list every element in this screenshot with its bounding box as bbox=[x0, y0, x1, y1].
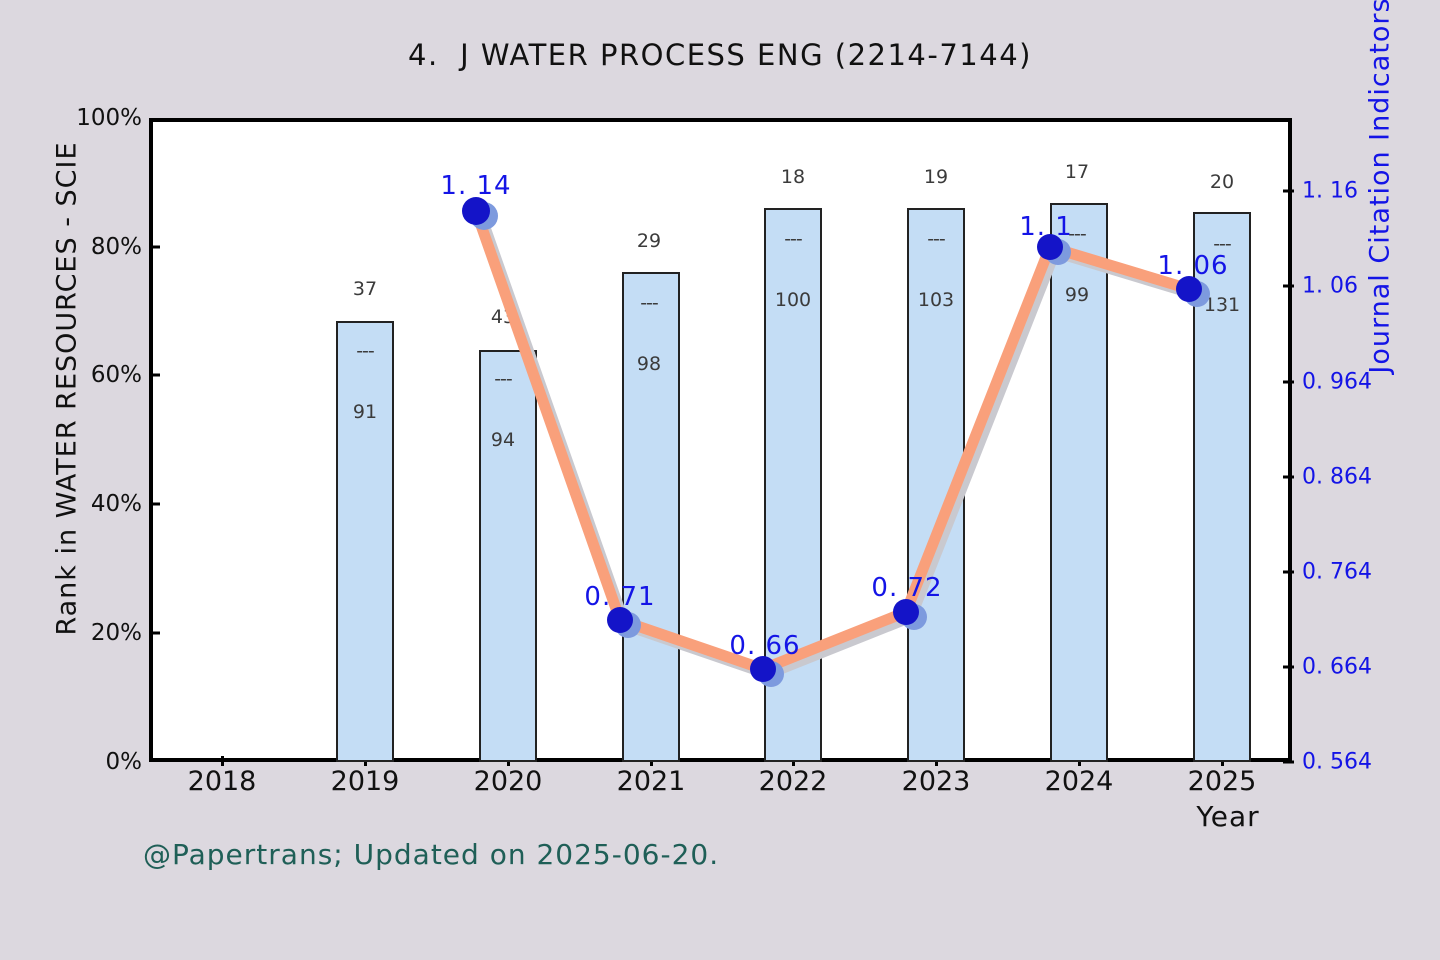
right-tick-mark-0564 bbox=[1283, 760, 1294, 764]
left-tick-mark-80 bbox=[149, 245, 160, 249]
right-tick-mark-0964 bbox=[1283, 380, 1294, 384]
right-axis-tick-0664: 0. 664 bbox=[1302, 654, 1372, 680]
right-tick-mark-0764 bbox=[1283, 570, 1294, 574]
left-axis-tick-80: 80% bbox=[90, 234, 142, 260]
rank-numerator-2021: 29 bbox=[636, 230, 662, 253]
rank-rule-2025: --- bbox=[1213, 232, 1232, 255]
right-axis-tick-0964: 0. 964 bbox=[1302, 369, 1372, 395]
left-tick-mark-20 bbox=[149, 631, 160, 635]
rank-denominator-2024: 99 bbox=[1064, 284, 1090, 307]
rank-label-2021: 29 --- 98 bbox=[589, 190, 709, 416]
x-axis-tick-2018: 2018 bbox=[187, 766, 257, 797]
rank-rule-2020: --- bbox=[494, 367, 513, 390]
right-tick-mark-106 bbox=[1283, 284, 1294, 288]
right-tick-mark-0864 bbox=[1283, 475, 1294, 479]
rank-numerator-2022: 18 bbox=[780, 166, 806, 189]
rank-denominator-2020: 94 bbox=[490, 429, 516, 452]
rank-numerator-2024: 17 bbox=[1064, 161, 1090, 184]
right-axis-tick-116: 1. 16 bbox=[1302, 178, 1358, 204]
rank-label-2022: 18 --- 100 bbox=[733, 126, 853, 352]
right-axis-tick-0764: 0. 764 bbox=[1302, 559, 1372, 585]
x-axis-tick-2020: 2020 bbox=[473, 766, 543, 797]
right-tick-mark-0664 bbox=[1283, 665, 1294, 669]
left-axis-tick-20: 20% bbox=[90, 620, 142, 646]
right-axis-title: Journal Citation Indicators bbox=[1364, 0, 1396, 374]
left-tick-mark-40 bbox=[149, 502, 160, 506]
left-axis-tick-60: 60% bbox=[90, 362, 142, 388]
x-axis-tick-2021: 2021 bbox=[616, 766, 686, 797]
right-axis-tick-0864: 0. 864 bbox=[1302, 464, 1372, 490]
x-tick-mark-2018 bbox=[221, 756, 224, 766]
x-axis-tick-2022: 2022 bbox=[758, 766, 828, 797]
rank-denominator-2021: 98 bbox=[636, 353, 662, 376]
rank-rule-2022: --- bbox=[784, 227, 803, 250]
rank-denominator-2023: 103 bbox=[917, 289, 955, 312]
right-axis-tick-0564: 0. 564 bbox=[1302, 749, 1372, 775]
footer-note: @Papertrans; Updated on 2025-06-20. bbox=[143, 838, 720, 871]
right-tick-mark-116 bbox=[1283, 189, 1294, 193]
x-axis-tick-2023: 2023 bbox=[901, 766, 971, 797]
rank-label-2025: 20 --- 131 bbox=[1162, 131, 1282, 357]
left-tick-mark-60 bbox=[149, 373, 160, 377]
x-axis-tick-2025: 2025 bbox=[1187, 766, 1257, 797]
rank-numerator-2023: 19 bbox=[923, 166, 949, 189]
x-axis-tick-2024: 2024 bbox=[1044, 766, 1114, 797]
right-axis-tick-106: 1. 06 bbox=[1302, 273, 1358, 299]
rank-numerator-2025: 20 bbox=[1209, 171, 1235, 194]
rank-numerator-2019: 37 bbox=[352, 278, 378, 301]
jci-value-label-2024: 1. 1 bbox=[1019, 212, 1073, 242]
jci-value-label-2021: 0. 71 bbox=[584, 582, 656, 612]
x-axis-tick-2019: 2019 bbox=[330, 766, 400, 797]
rank-label-2020: 43 --- 94 bbox=[443, 266, 563, 492]
rank-denominator-2025: 131 bbox=[1203, 294, 1241, 317]
left-axis-tick-40: 40% bbox=[90, 491, 142, 517]
rank-denominator-2019: 91 bbox=[352, 401, 378, 424]
rank-rule-2019: --- bbox=[356, 339, 375, 362]
jci-value-label-2022: 0. 66 bbox=[729, 631, 801, 661]
left-axis-tick-100: 100% bbox=[76, 105, 142, 131]
rank-rule-2021: --- bbox=[640, 291, 659, 314]
jci-value-label-2020: 1. 14 bbox=[440, 171, 512, 201]
jci-value-label-2025: 1. 06 bbox=[1157, 251, 1229, 281]
x-axis-title: Year bbox=[1196, 800, 1260, 833]
bar-2019[interactable] bbox=[336, 321, 394, 762]
jci-value-label-2023: 0. 72 bbox=[871, 573, 943, 603]
left-axis-tick-0: 0% bbox=[105, 749, 143, 775]
rank-denominator-2022: 100 bbox=[774, 289, 812, 312]
rank-label-2019: 37 --- 91 bbox=[305, 238, 425, 464]
chart-title: 4. J WATER PROCESS ENG (2214-7144) bbox=[408, 38, 1032, 72]
rank-numerator-2020: 43 bbox=[490, 306, 516, 329]
